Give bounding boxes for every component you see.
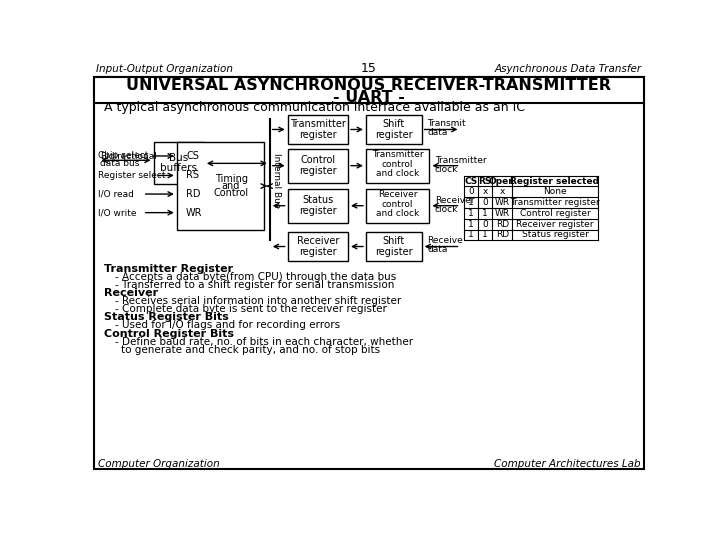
Text: 0: 0 — [469, 187, 474, 197]
Text: and: and — [222, 181, 240, 191]
Text: RD: RD — [496, 231, 509, 239]
Text: Register selected: Register selected — [510, 177, 600, 186]
Text: - Receives serial information into another shift register: - Receives serial information into anoth… — [114, 296, 401, 306]
Text: - Accepts a data byte(from CPU) through the data bus: - Accepts a data byte(from CPU) through … — [114, 272, 396, 282]
Text: Control Register Bits: Control Register Bits — [104, 328, 234, 339]
Bar — [287, 189, 348, 222]
Text: - Define baud rate, no. of bits in each character, whether: - Define baud rate, no. of bits in each … — [114, 336, 413, 347]
Text: 1: 1 — [482, 231, 488, 239]
Text: Computer Architectures Lab: Computer Architectures Lab — [494, 458, 640, 469]
Text: 0: 0 — [482, 198, 488, 207]
Text: control: control — [382, 200, 413, 208]
Text: WR: WR — [495, 209, 510, 218]
Text: UNIVERSAL ASYNCHRONOUS RECEIVER-TRANSMITTER: UNIVERSAL ASYNCHRONOUS RECEIVER-TRANSMIT… — [127, 78, 611, 93]
Text: 1: 1 — [469, 209, 474, 218]
Text: 15: 15 — [361, 62, 377, 75]
Text: Timing: Timing — [215, 174, 248, 184]
Text: CS: CS — [464, 177, 478, 186]
Text: Transmit: Transmit — [427, 119, 466, 128]
Text: control: control — [382, 160, 413, 168]
Text: Bidirectional: Bidirectional — [100, 152, 157, 161]
Text: WR: WR — [186, 208, 202, 218]
Text: - Used for I/O flags and for recording errors: - Used for I/O flags and for recording e… — [114, 320, 340, 330]
Text: Status: Status — [302, 195, 333, 205]
Text: Shift: Shift — [382, 119, 405, 129]
Text: None: None — [543, 187, 567, 197]
Text: Receiver register: Receiver register — [516, 220, 594, 229]
Text: Oper.: Oper. — [489, 177, 516, 186]
Text: 1: 1 — [469, 231, 474, 239]
Text: Bus: Bus — [169, 153, 189, 163]
Text: Receiver: Receiver — [435, 196, 474, 205]
Text: 0: 0 — [482, 220, 488, 229]
Text: register: register — [375, 247, 413, 257]
Text: Computer Organization: Computer Organization — [98, 458, 220, 469]
Text: x: x — [482, 187, 488, 197]
Text: Chip select: Chip select — [98, 151, 148, 160]
Text: Shift: Shift — [382, 236, 405, 246]
Text: Transmitter: Transmitter — [435, 156, 487, 165]
Text: - Transferred to a shift register for serial transmission: - Transferred to a shift register for se… — [114, 280, 394, 290]
Text: - Complete data byte is sent to the receiver register: - Complete data byte is sent to the rece… — [114, 304, 387, 314]
Text: to generate and check parity, and no. of stop bits: to generate and check parity, and no. of… — [121, 345, 380, 355]
Text: data bus: data bus — [100, 159, 140, 168]
Text: - UART -: - UART - — [333, 90, 405, 105]
Text: Status register: Status register — [521, 231, 588, 239]
Bar — [287, 148, 348, 183]
Text: RS: RS — [479, 177, 492, 186]
Text: Transmitter: Transmitter — [290, 119, 346, 129]
Text: Receiver: Receiver — [104, 288, 158, 298]
Text: register: register — [299, 166, 337, 176]
Text: WR: WR — [495, 198, 510, 207]
Bar — [177, 142, 264, 231]
Text: Input-Output Organization: Input-Output Organization — [96, 64, 233, 73]
Text: Asynchronous Data Transfer: Asynchronous Data Transfer — [495, 64, 642, 73]
Text: CS: CS — [186, 151, 199, 161]
Text: register: register — [299, 206, 337, 216]
Text: A typical asynchronous communication interface available as an IC: A typical asynchronous communication int… — [104, 102, 525, 114]
Bar — [287, 232, 348, 261]
Text: RD: RD — [186, 189, 201, 199]
Text: Internal Bus: Internal Bus — [272, 153, 282, 207]
Text: 1: 1 — [469, 220, 474, 229]
Bar — [366, 115, 422, 144]
Text: Control register: Control register — [520, 209, 590, 218]
Text: Transmitter: Transmitter — [372, 151, 423, 159]
Text: buffers: buffers — [161, 164, 197, 173]
Text: Transmitter Register: Transmitter Register — [104, 264, 233, 274]
Text: clock: clock — [435, 205, 458, 214]
Text: RS: RS — [186, 171, 199, 180]
Text: Status Register Bits: Status Register Bits — [104, 312, 229, 322]
Text: RD: RD — [496, 220, 509, 229]
Bar — [287, 115, 348, 144]
Text: x: x — [500, 187, 505, 197]
Text: 1: 1 — [469, 198, 474, 207]
Text: Control: Control — [214, 188, 248, 198]
Text: Receiver: Receiver — [297, 236, 339, 246]
Text: Control: Control — [300, 156, 336, 165]
Text: register: register — [299, 247, 337, 257]
Text: and clock: and clock — [376, 169, 419, 178]
Text: 1: 1 — [482, 209, 488, 218]
Text: data: data — [427, 128, 448, 137]
Text: register: register — [375, 130, 413, 140]
Text: I/O write: I/O write — [98, 208, 136, 217]
Text: Transmitter register: Transmitter register — [510, 198, 600, 207]
Text: and clock: and clock — [376, 209, 419, 218]
Text: Register select: Register select — [98, 171, 166, 180]
Bar — [366, 189, 429, 222]
Bar — [153, 142, 204, 184]
Text: clock: clock — [435, 165, 458, 174]
Text: I/O read: I/O read — [98, 190, 134, 199]
Text: Receive: Receive — [427, 236, 463, 245]
Bar — [94, 77, 644, 103]
Text: Receiver: Receiver — [378, 191, 418, 199]
Bar — [366, 232, 422, 261]
Text: data: data — [427, 245, 448, 254]
Text: register: register — [299, 130, 337, 140]
Bar — [366, 148, 429, 183]
